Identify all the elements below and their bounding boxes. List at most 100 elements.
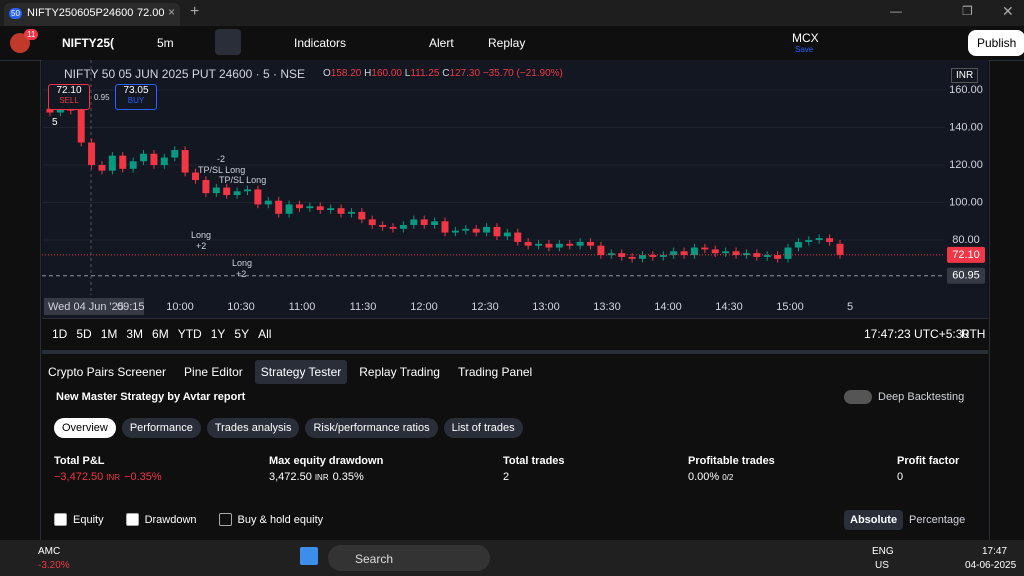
candle-body [524, 241, 532, 246]
range-button[interactable]: 1D [52, 327, 68, 341]
right-sidebar [989, 61, 1024, 540]
minimize[interactable]: — [890, 4, 902, 18]
candle-body [514, 232, 522, 242]
search: Search [355, 552, 394, 566]
candle-body [607, 253, 615, 256]
subtab[interactable]: Overview [54, 418, 116, 438]
panel-tab[interactable]: Replay Trading [359, 365, 440, 379]
candle-body [295, 204, 303, 209]
lots[interactable]: 5 [52, 117, 58, 128]
ticker: AMC [38, 546, 61, 557]
candle-body [264, 200, 272, 205]
candle-body [389, 226, 397, 229]
panel-tab[interactable]: Pine Editor [184, 365, 243, 379]
label: H [364, 68, 372, 79]
candle-body [472, 228, 480, 233]
range-button[interactable]: 5Y [234, 327, 250, 341]
checkbox[interactable]: Drawdown [125, 513, 197, 526]
save[interactable]: Save [795, 45, 814, 54]
checkbox[interactable]: Buy & hold equity [218, 513, 323, 526]
subtab[interactable]: Risk/performance ratios [305, 418, 438, 438]
checkbox[interactable]: Equity [54, 513, 104, 526]
candle-body [192, 172, 200, 181]
value: −3,472.50 [54, 471, 104, 483]
metric-label: Max equity drawdown [269, 455, 384, 467]
publish[interactable]: Publish [968, 30, 1024, 56]
tab-bar: 50 NIFTY250605P24600 72.00 × + — ❐ ✕ [0, 0, 1024, 26]
candle-body [483, 226, 491, 233]
ohlc: O158.20 H160.00 L111.25 C127.30 −35.70 (… [323, 68, 563, 79]
symbol-search[interactable]: NIFTY25( [62, 36, 115, 50]
start[interactable] [300, 547, 318, 565]
subtab[interactable]: Trades analysis [206, 418, 300, 438]
range-button[interactable]: All [258, 327, 272, 341]
percentage[interactable]: Percentage [909, 514, 966, 526]
notif-badge: 11 [24, 29, 39, 40]
toolbar: 11 NIFTY25( 5m Indicators Alert Replay M… [0, 26, 1024, 61]
y-tick-label: 80.00 [952, 234, 980, 246]
annotation: TP/SL Long [219, 175, 267, 185]
alert[interactable]: Alert [429, 36, 454, 50]
range-button[interactable]: 5D [76, 327, 92, 341]
metric-value: −3,472.50 INR −0.35% [54, 471, 162, 483]
box [54, 513, 67, 526]
range-button[interactable]: 1Y [210, 327, 226, 341]
candle-body [639, 255, 646, 259]
sell-label: SELL [59, 96, 79, 105]
interval[interactable]: 5m [157, 36, 174, 50]
currency[interactable]: INR [951, 68, 979, 83]
chart-type[interactable] [215, 29, 241, 55]
y-tick-label: 140.00 [949, 121, 983, 133]
value: 127.30 [449, 68, 481, 79]
candle-body [98, 165, 106, 171]
subtab[interactable]: Performance [121, 418, 201, 438]
candle-body [368, 219, 376, 226]
tab-close[interactable]: × [168, 5, 176, 19]
panel-tab[interactable]: Crypto Pairs Screener [48, 365, 167, 379]
range-button[interactable]: YTD [177, 327, 202, 341]
layout-name[interactable]: MCX [792, 31, 819, 45]
candle-body [379, 225, 387, 227]
range-button[interactable]: 1M [100, 327, 118, 341]
candle-body [649, 255, 657, 257]
absolute[interactable]: Absolute [844, 510, 904, 530]
crosshair-tag [947, 267, 985, 284]
candle-body [88, 142, 96, 166]
candle-body [701, 247, 709, 250]
sell-button[interactable]: 72.10 SELL [48, 84, 90, 110]
x-tick-label: 10:00 [166, 301, 194, 313]
drawing-toolbar [0, 61, 41, 540]
time: 17:47 [982, 546, 1008, 557]
candle-body [805, 240, 813, 242]
maximize[interactable]: ❐ [962, 4, 973, 18]
buy-button[interactable]: 73.05 BUY [115, 84, 157, 110]
indicators[interactable]: Indicators [294, 36, 347, 50]
taskbar: AMC -3.20% Search ENG US 17:47 04-06-202… [0, 540, 1024, 576]
toggle[interactable] [844, 390, 872, 404]
range-button[interactable]: 3M [126, 327, 144, 341]
new-tab[interactable]: + [190, 3, 200, 20]
search-box[interactable] [328, 545, 490, 571]
legend-ohlc: O158.20 H160.00 L111.25 C127.30 −35.70 (… [323, 68, 563, 79]
tab[interactable] [4, 3, 180, 26]
spread: 0.95 [94, 93, 110, 102]
subtab[interactable]: List of trades [443, 418, 523, 438]
range-button[interactable]: 6M [152, 327, 169, 341]
panel-tab[interactable]: Strategy Tester [254, 360, 348, 384]
metric-label: Profit factor [897, 455, 960, 467]
close[interactable]: ✕ [1002, 3, 1014, 19]
legend-title: NIFTY 50 05 JUN 2025 PUT 24600 · 5 · NSE [64, 67, 306, 81]
panel-tab[interactable]: Trading Panel [457, 365, 533, 379]
replay[interactable]: Replay [488, 36, 526, 50]
candle-body [680, 251, 688, 256]
tab-symbol: NIFTY250605P24600 [27, 7, 134, 19]
last-price-label: 72.10 [952, 249, 980, 261]
label: O [323, 68, 331, 79]
value: 0 [897, 471, 904, 483]
candle-body [784, 247, 792, 259]
strategy-name[interactable]: New Master Strategy by Avtar report [56, 391, 246, 403]
x-tick-label: 13:00 [532, 301, 560, 313]
session[interactable]: RTH [961, 327, 986, 341]
box [218, 513, 232, 526]
value: 158.20 [330, 68, 362, 79]
